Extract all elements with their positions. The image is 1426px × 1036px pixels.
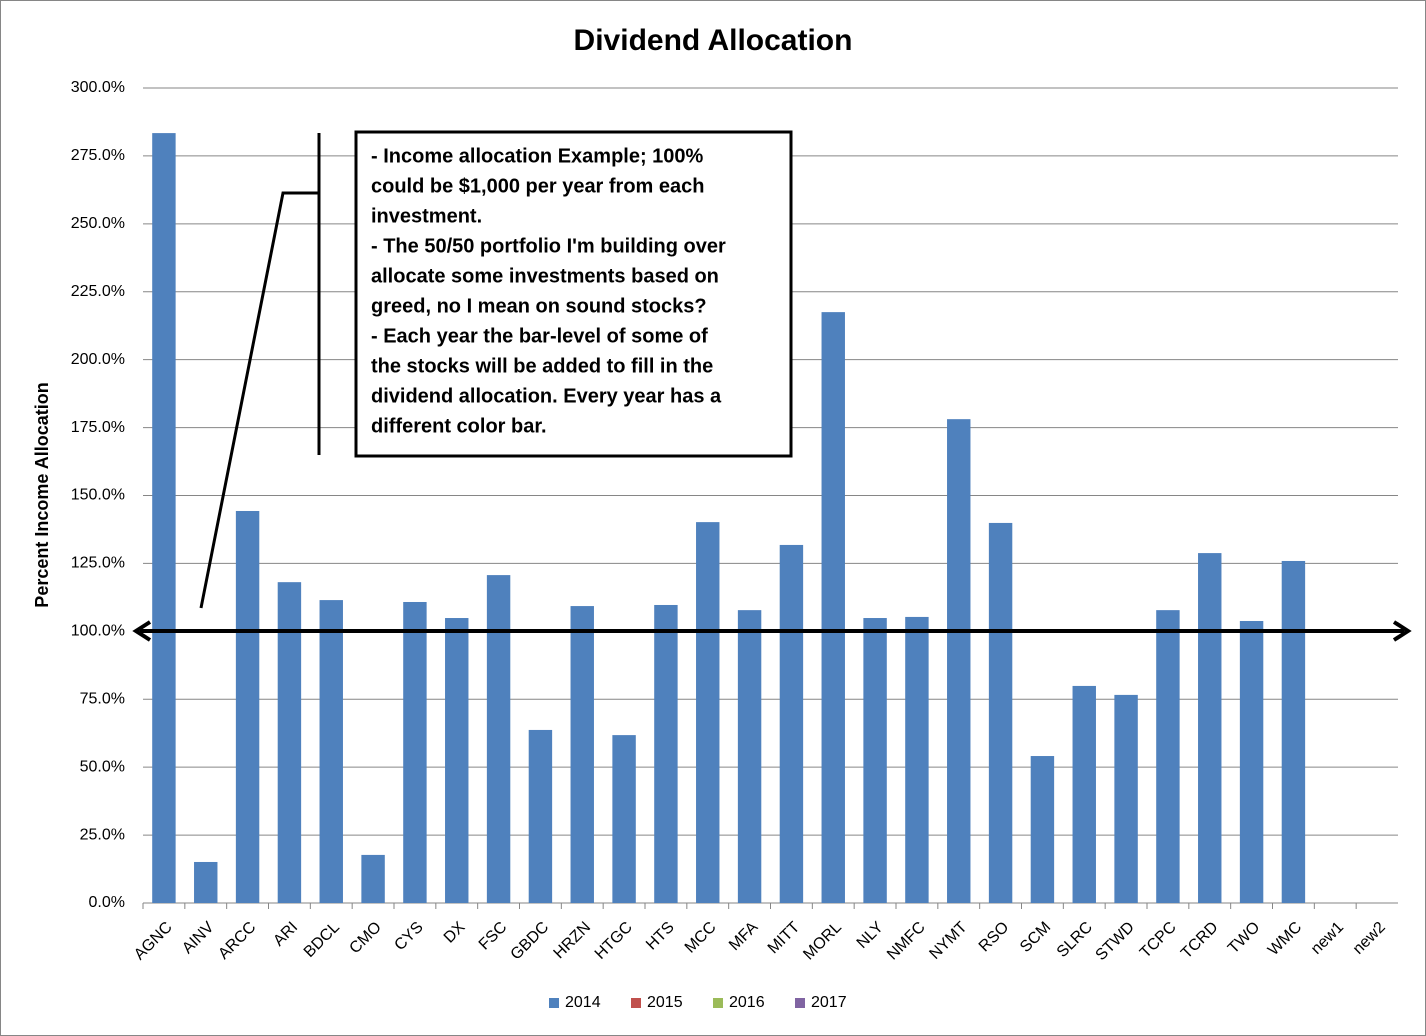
arrow-head (132, 620, 152, 642)
bar (947, 419, 971, 903)
legend-label: 2017 (811, 994, 847, 1011)
legend-swatch (713, 998, 723, 1008)
bar (445, 618, 469, 903)
y-tick-label: 150.0% (71, 487, 125, 504)
bar (152, 133, 176, 903)
bar (1239, 621, 1264, 903)
y-tick-label: 225.0% (71, 283, 125, 300)
annotation-text: - Each year the bar-level of some of (371, 325, 708, 347)
bar (528, 729, 553, 903)
chart-title: Dividend Allocation (574, 24, 853, 57)
bar (486, 575, 511, 903)
bar (612, 735, 636, 903)
bar (1072, 685, 1096, 903)
bar (737, 610, 762, 903)
bar (277, 582, 302, 903)
y-tick-label: 250.0% (71, 215, 125, 232)
bar (863, 618, 887, 903)
annotation-text: - Income allocation Example; 100% (371, 145, 704, 167)
legend-swatch (549, 998, 559, 1008)
y-tick-label: 175.0% (71, 419, 125, 436)
reference-arrow (132, 620, 1412, 642)
legend-swatch (795, 998, 805, 1008)
bar (361, 854, 385, 903)
bar (654, 604, 678, 903)
bar (905, 616, 929, 903)
bar (821, 312, 845, 903)
legend-swatch (631, 998, 641, 1008)
bar (1114, 694, 1138, 903)
arrow-head (1392, 620, 1412, 642)
y-tick-label: 0.0% (89, 894, 125, 911)
bar (1198, 553, 1222, 903)
bar (779, 544, 804, 903)
y-tick-label: 200.0% (71, 351, 125, 368)
callout-line (199, 191, 319, 609)
bar (194, 861, 218, 903)
legend-label: 2016 (729, 994, 765, 1011)
bar (1156, 610, 1180, 903)
legend-label: 2014 (565, 994, 601, 1011)
y-tick-label: 75.0% (80, 690, 125, 707)
y-tick-label: 275.0% (71, 147, 125, 164)
bar (570, 606, 594, 903)
bar (1030, 756, 1055, 903)
bar (696, 522, 720, 903)
y-tick-label: 50.0% (80, 758, 125, 775)
annotation-text: investment. (371, 205, 482, 227)
bar (403, 601, 427, 903)
annotation-text: dividend allocation. Every year has a (371, 385, 722, 407)
annotation-box (354, 130, 793, 458)
y-tick-label: 125.0% (71, 555, 125, 572)
y-axis-label: Percent Income Allocation (32, 382, 52, 607)
annotation-text: different color bar. (371, 415, 547, 437)
bar (319, 600, 343, 903)
bar (235, 510, 260, 903)
annotation-text: the stocks will be added to fill in the (371, 355, 713, 377)
annotation-text: greed, no I mean on sound stocks? (371, 295, 707, 317)
annotation-text: - The 50/50 portfolio I'm building over (371, 235, 726, 257)
annotation-text: could be $1,000 per year from each (371, 175, 705, 197)
bar (988, 522, 1013, 903)
legend-label: 2015 (647, 994, 683, 1011)
annotation-text: allocate some investments based on (371, 265, 719, 287)
y-tick-label: 300.0% (71, 79, 125, 96)
y-tick-label: 25.0% (80, 826, 125, 843)
callout: - Income allocation Example; 100% could b… (199, 130, 793, 609)
bar (1281, 560, 1306, 903)
y-tick-label: 100.0% (71, 623, 125, 640)
